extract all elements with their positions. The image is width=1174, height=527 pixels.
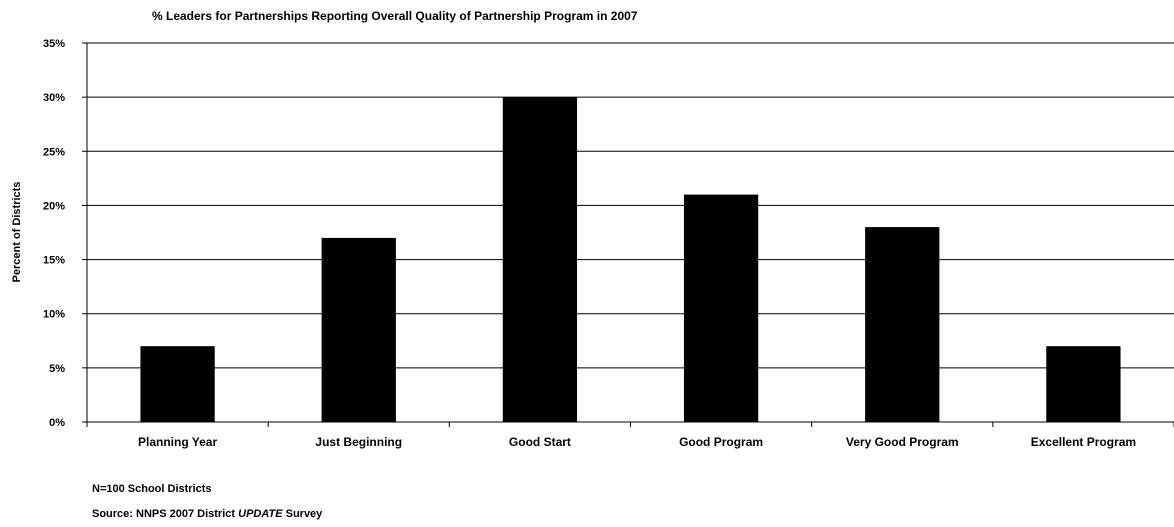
y-tick-label: 0%: [49, 417, 65, 429]
source-suffix: Survey: [282, 508, 323, 520]
x-tick-label: Good Program: [679, 435, 763, 449]
chart-title: % Leaders for Partnerships Reporting Ove…: [152, 9, 638, 23]
bar: [1046, 346, 1121, 422]
x-tick-label: Excellent Program: [1031, 435, 1136, 449]
y-tick-label: 25%: [43, 146, 65, 158]
gridlines: [87, 42, 1174, 369]
y-tick-label: 5%: [49, 363, 65, 375]
source-prefix: Source: NNPS 2007 District: [92, 508, 239, 520]
bar: [321, 237, 396, 422]
tick-labels: 0% 5% 10% 15% 20% 25% 30% 35% Planning Year Just …: [43, 38, 1136, 449]
bar: [683, 194, 759, 422]
bar: [140, 346, 215, 422]
axes: [82, 42, 1174, 427]
y-tick-label: 35%: [43, 38, 65, 50]
x-tick-label: Good Start: [509, 435, 571, 449]
y-tick-label: 15%: [43, 255, 65, 267]
source-note: Source: NNPS 2007 District UPDATE Survey: [92, 508, 322, 520]
sample-size-note: N=100 School Districts: [92, 483, 212, 495]
y-tick-label: 30%: [43, 92, 65, 104]
x-tick-label: Planning Year: [138, 435, 217, 449]
y-axis-title: Percent of Districts: [11, 182, 23, 283]
y-tick-label: 10%: [43, 309, 65, 321]
bar: [865, 227, 940, 422]
x-tick-label: Just Beginning: [315, 435, 402, 449]
y-tick-label: 20%: [43, 200, 65, 212]
x-tick-label: Very Good Program: [846, 435, 959, 449]
bars: [140, 97, 1121, 423]
bar: [502, 97, 578, 423]
source-emphasis: UPDATE: [238, 508, 283, 520]
